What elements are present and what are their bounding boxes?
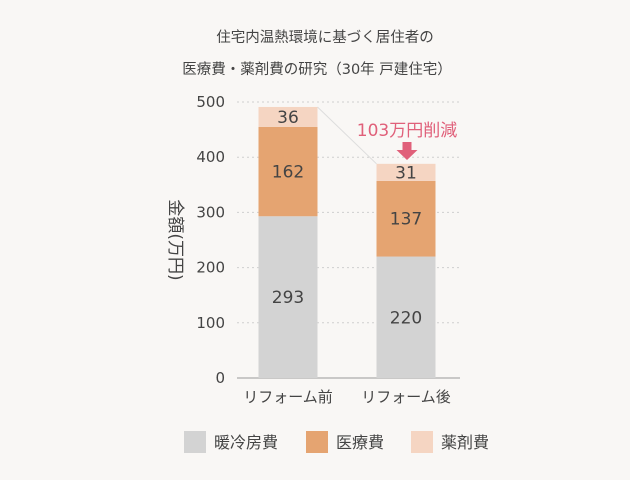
y-tick-label: 300: [196, 203, 225, 221]
connector-lines: [317, 106, 377, 165]
y-tick-label: 0: [215, 369, 225, 387]
annotation: 103万円削減: [357, 121, 457, 160]
chart-title-line-1: 住宅内温熱環境に基づく居住者の: [216, 28, 434, 46]
data-label: 31: [395, 163, 417, 183]
bar-segment: [376, 180, 436, 257]
savings-annotation: 103万円削減: [357, 121, 457, 141]
y-axis-ticks: 0 100 200 300 400 500: [196, 93, 225, 387]
y-tick-label: 400: [196, 148, 225, 166]
legend: 暖冷房費 医療費 薬剤費: [184, 431, 489, 453]
y-axis-title: 金額(万円): [165, 199, 185, 280]
x-tick-label: リフォーム後: [361, 388, 451, 406]
legend-swatch: [306, 431, 328, 453]
bar-segment: [258, 106, 318, 127]
data-label: 137: [390, 210, 422, 230]
y-tick-label: 200: [196, 259, 225, 277]
data-label: 220: [390, 308, 422, 328]
bars: [258, 106, 436, 378]
down-arrow-icon: [396, 142, 418, 160]
data-label: 293: [272, 288, 304, 308]
x-tick-label: リフォーム前: [243, 388, 333, 406]
legend-swatch: [184, 431, 206, 453]
bar-segment: [376, 163, 436, 181]
x-axis-categories: リフォーム前 リフォーム後: [243, 388, 451, 406]
legend-label: 薬剤費: [441, 433, 489, 452]
legend-label: 医療費: [336, 433, 384, 452]
data-label: 162: [272, 163, 304, 183]
bar-segment: [258, 216, 318, 378]
legend-swatch: [411, 431, 433, 453]
y-axis-label: 金額(万円): [165, 199, 185, 280]
bar-segment: [376, 256, 436, 378]
legend-label: 暖冷房費: [214, 433, 278, 452]
y-tick-label: 500: [196, 93, 225, 111]
chart-title: 住宅内温熱環境に基づく居住者の 医療費・薬剤費の研究（30年 戸建住宅）: [182, 28, 452, 78]
y-tick-label: 100: [196, 314, 225, 332]
connector-line: [317, 106, 377, 165]
segment-labels: 293 162 36 220 137 31: [272, 108, 422, 328]
bar-segment: [258, 126, 318, 217]
data-label: 36: [277, 108, 299, 128]
chart-title-line-2: 医療費・薬剤費の研究（30年 戸建住宅）: [182, 61, 452, 78]
